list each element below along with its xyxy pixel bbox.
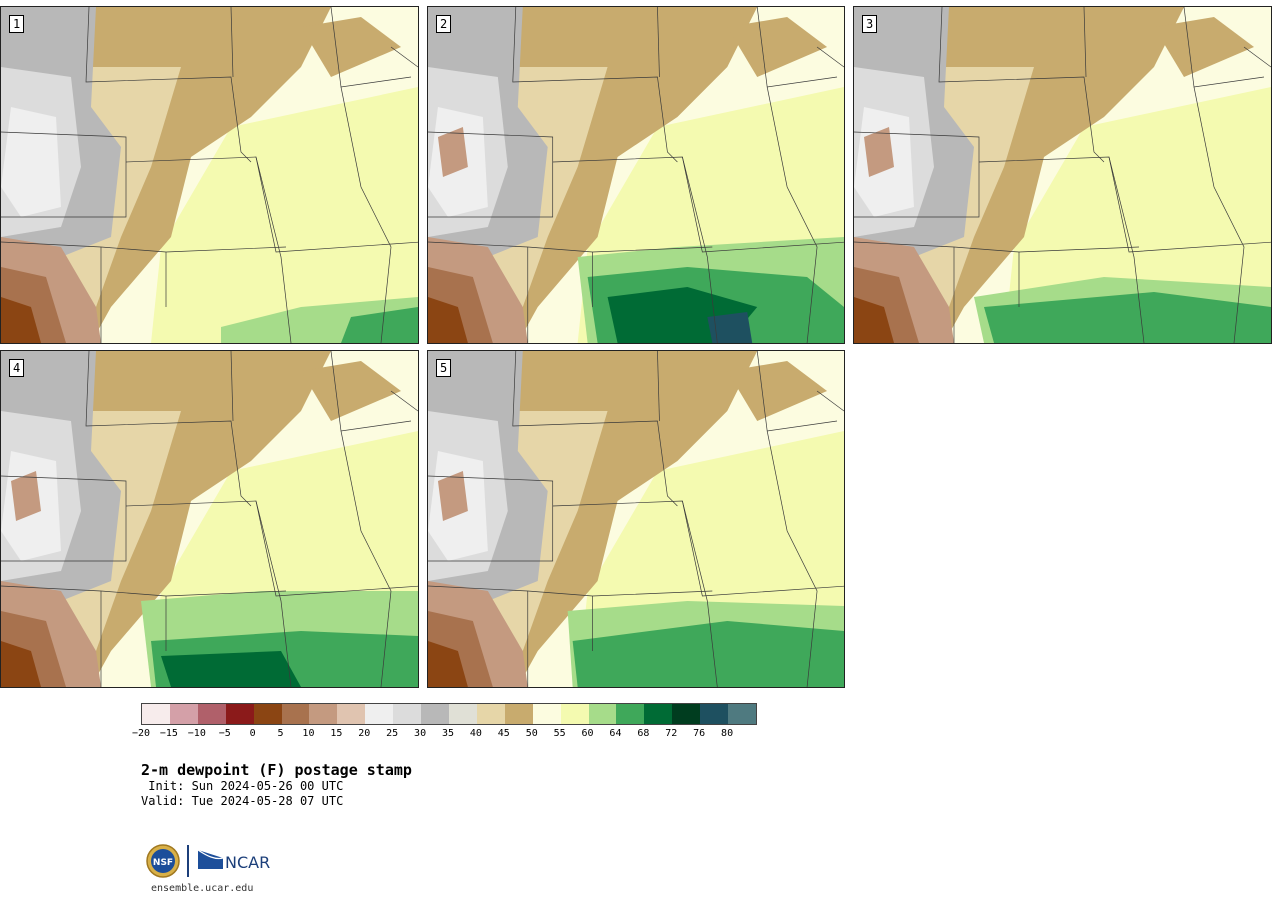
colorbar-tick-label: 5 — [277, 728, 284, 739]
valid-time: Valid: Tue 2024-05-28 07 UTC — [141, 794, 344, 808]
colorbar-tick-label: 0 — [249, 728, 256, 739]
colorbar-tick-label: 76 — [693, 728, 706, 739]
colorbar-box — [616, 704, 645, 724]
colorbar-tick-label: 55 — [553, 728, 566, 739]
colorbar-box — [393, 704, 422, 724]
colorbar-box — [281, 704, 310, 724]
colorbar-tick-label: 15 — [330, 728, 343, 739]
map-image — [428, 7, 844, 343]
svg-text:NCAR: NCAR — [225, 853, 270, 872]
init-time: Init: Sun 2024-05-26 00 UTC — [141, 779, 344, 793]
colorbar-tick-label: 50 — [525, 728, 538, 739]
footer-url: ensemble.ucar.edu — [151, 883, 254, 894]
colorbar-tick-label: −20 — [131, 728, 151, 739]
colorbar-box — [504, 704, 533, 724]
ncar-logo-icon: NCAR — [197, 848, 273, 876]
colorbar-box — [672, 704, 701, 724]
colorbar-box — [142, 704, 170, 724]
panel-number: 2 — [436, 15, 452, 33]
colorbar-tick-label: 60 — [581, 728, 594, 739]
colorbar-tick-label: 20 — [358, 728, 371, 739]
map-image — [428, 351, 844, 687]
colorbar-box — [728, 704, 756, 724]
panel-number: 5 — [436, 359, 452, 377]
colorbar-tick-label: −5 — [218, 728, 231, 739]
map-panel-4: 4 — [0, 350, 419, 688]
colorbar-tick-label: 35 — [441, 728, 455, 739]
colorbar-box — [700, 704, 729, 724]
colorbar-tick-label: 80 — [721, 728, 734, 739]
colorbar-tick-label: −15 — [159, 728, 178, 739]
map-panel-1: 1 — [0, 6, 419, 344]
colorbar-box — [476, 704, 505, 724]
colorbar-box — [448, 704, 477, 724]
colorbar — [141, 703, 757, 725]
colorbar-box — [197, 704, 226, 724]
colorbar-box — [337, 704, 366, 724]
colorbar-tick-label: −10 — [187, 728, 206, 739]
colorbar-box — [532, 704, 561, 724]
colorbar-tick-label: 25 — [386, 728, 399, 739]
map-image — [854, 7, 1271, 343]
map-panel-2: 2 — [427, 6, 845, 344]
colorbar-tick-label: 10 — [302, 728, 315, 739]
map-image — [1, 351, 418, 687]
colorbar-ticks: −20 −15 −10 −5 0 5 10 15 20 25 30 35 40 45 50 55 60 64 68 7… — [132, 728, 755, 742]
map-image — [1, 7, 418, 343]
colorbar-tick-label: 72 — [665, 728, 678, 739]
colorbar-tick-label: 30 — [414, 728, 427, 739]
colorbar-box — [421, 704, 449, 724]
map-panel-3: 3 — [853, 6, 1272, 344]
panel-number: 3 — [862, 15, 878, 33]
colorbar-box — [309, 704, 338, 724]
logo-divider — [187, 845, 189, 877]
panel-number: 1 — [9, 15, 25, 33]
colorbar-box — [253, 704, 282, 724]
panel-number: 4 — [9, 359, 25, 377]
map-panel-5: 5 — [427, 350, 845, 688]
colorbar-tick-label: 64 — [609, 728, 622, 739]
colorbar-box — [169, 704, 198, 724]
nsf-logo-icon: NSF — [145, 843, 181, 883]
colorbar-box — [560, 704, 589, 724]
colorbar-box — [225, 704, 254, 724]
colorbar-tick-label: 45 — [497, 728, 510, 739]
colorbar-box — [588, 704, 617, 724]
svg-text:NSF: NSF — [153, 858, 173, 868]
colorbar-box — [644, 704, 673, 724]
colorbar-tick-label: 40 — [469, 728, 482, 739]
chart-title: 2-m dewpoint (F) postage stamp — [141, 761, 412, 779]
colorbar-tick-label: 68 — [637, 728, 650, 739]
colorbar-box — [365, 704, 394, 724]
